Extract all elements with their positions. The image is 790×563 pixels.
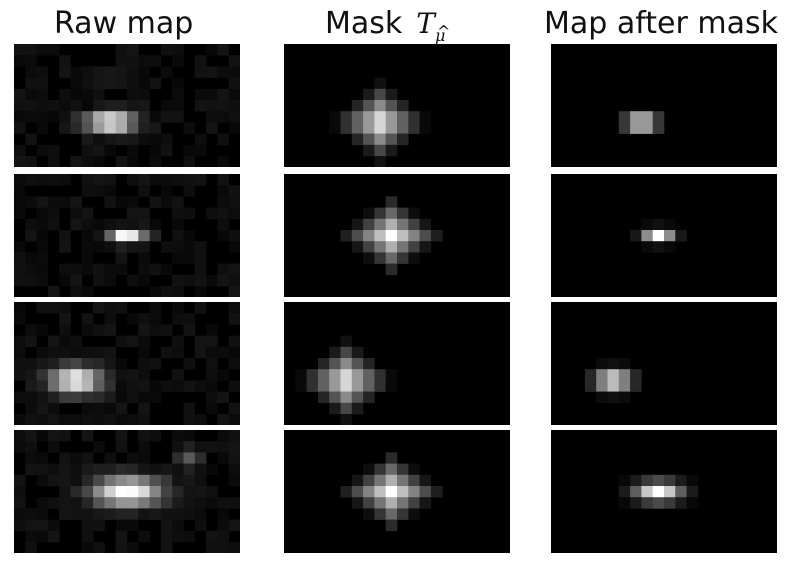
raw-map-title: Raw map	[54, 6, 194, 41]
heatmap-mask-2	[340, 196, 443, 276]
mask-panel-row4	[284, 430, 510, 553]
heatmap-raw-4	[14, 430, 240, 553]
map-after-mask-title: Map after mask	[544, 6, 778, 41]
heatmap-after-1	[618, 111, 665, 134]
heatmap-after-2	[630, 218, 687, 253]
row-separator	[0, 298, 790, 301]
mask-panel-row3	[284, 302, 510, 425]
mask-title: Mask T ^ μ	[325, 4, 451, 45]
row-separator	[0, 426, 790, 429]
after-mask-panel-row4	[551, 430, 777, 553]
after-mask-panel-row3	[551, 302, 777, 425]
heatmap-after-4	[618, 474, 699, 509]
heatmap-raw-3	[14, 302, 240, 425]
heatmap-mask-4	[340, 452, 443, 532]
heatmap-raw-2	[14, 174, 240, 297]
heatmap-after-3	[584, 358, 642, 404]
raw-map-panel-row1	[14, 44, 240, 167]
row-separator	[0, 169, 790, 172]
mask-panel-row2	[284, 174, 510, 297]
raw-map-panel-row4	[14, 430, 240, 553]
mask-title-text: Mask	[325, 6, 403, 41]
heatmap-raw-1	[14, 44, 240, 167]
raw-map-panel-row3	[14, 302, 240, 425]
heatmap-mask-1	[329, 77, 432, 167]
after-mask-panel-row1	[551, 44, 777, 167]
after-mask-panel-row2	[551, 174, 777, 297]
mask-panel-row1	[284, 44, 510, 167]
raw-map-panel-row2	[14, 174, 240, 297]
mask-symbol: T ^ μ	[416, 7, 451, 45]
heatmap-mask-3	[295, 335, 398, 425]
